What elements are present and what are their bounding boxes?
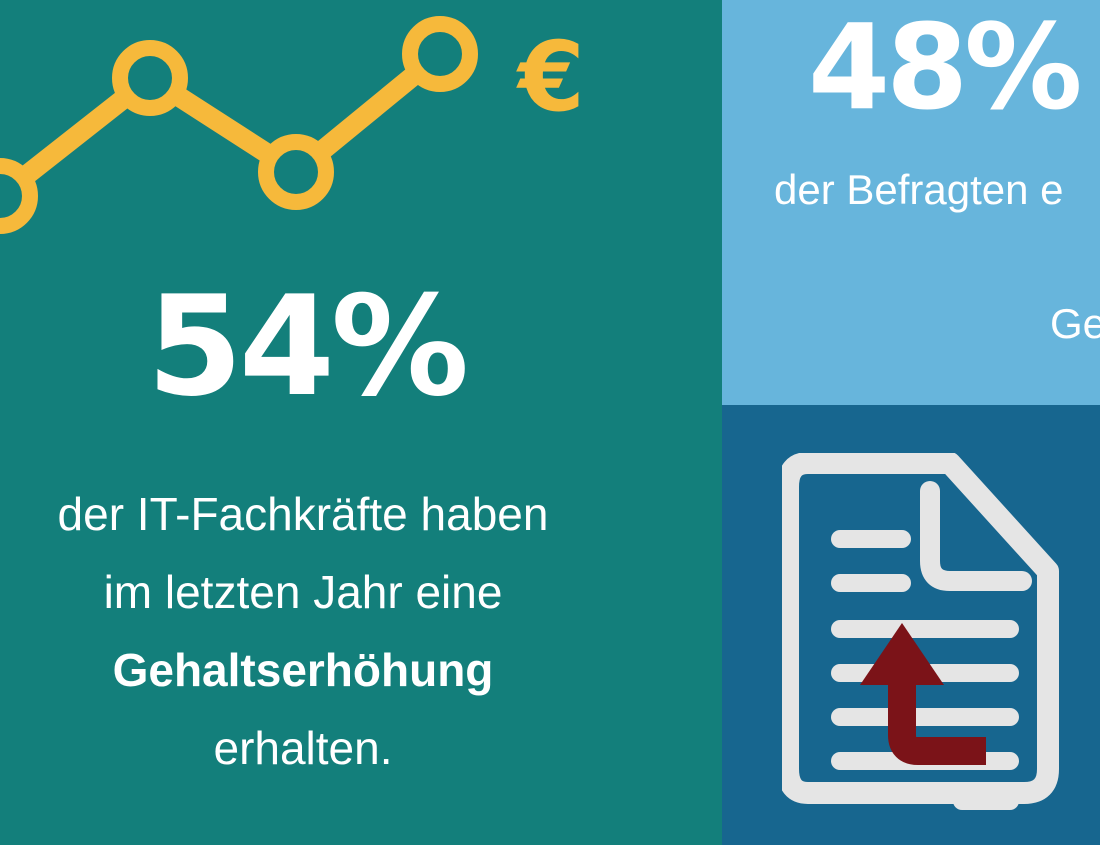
document-upload-arrow-icon — [782, 453, 1059, 810]
stat-description: der IT-Fachkräfte haben im letzten Jahr … — [0, 475, 606, 787]
stat-description-line: der Befragten e — [774, 166, 1064, 213]
left-stat-panel: € 54% der IT-Fachkräfte haben im letzten… — [0, 0, 722, 845]
svg-text:€: € — [516, 21, 585, 133]
trend-line-euro-icon: € — [0, 16, 585, 234]
stat-description-line: Ge — [1050, 300, 1100, 347]
description-line: im letzten Jahr eine — [103, 566, 503, 618]
document-icon-panel — [722, 405, 1100, 845]
stat-percentage: 54% — [146, 266, 469, 427]
description-line: der IT-Fachkräfte haben — [57, 488, 549, 540]
stat-percentage: 48% — [808, 0, 1082, 136]
description-line: erhalten. — [213, 722, 393, 774]
description-line-bold: Gehaltserhöhung — [112, 644, 494, 696]
right-stat-panel: 48% der Befragten e Ge — [722, 0, 1100, 405]
